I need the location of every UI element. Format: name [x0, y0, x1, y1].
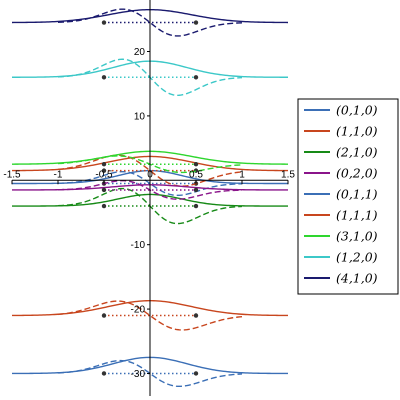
turning-point-marker — [193, 313, 199, 318]
legend-label: (2,1,0) — [336, 145, 378, 160]
legend-label: (4,1,0) — [336, 271, 378, 286]
series-dashed-line — [57, 300, 243, 331]
turning-point-marker — [101, 371, 107, 376]
turning-point-marker — [101, 168, 107, 173]
turning-point-marker — [101, 75, 107, 80]
turning-point-marker — [193, 371, 199, 376]
series-dashed-line — [57, 154, 243, 187]
turning-point-marker — [193, 203, 199, 209]
y-tick-label: -30 — [131, 369, 146, 380]
x-tick-label: 1.5 — [281, 169, 295, 180]
legend-label: (0,1,0) — [336, 103, 378, 118]
turning-point-marker — [101, 313, 107, 318]
turning-point-marker — [101, 187, 107, 193]
y-tick-label: 10 — [134, 111, 146, 122]
x-tick-label: -1 — [54, 169, 63, 180]
y-tick-label: -10 — [131, 240, 146, 251]
x-tick-label: -1.5 — [3, 169, 21, 180]
x-tick-label: -0.5 — [95, 169, 113, 180]
legend-label: (3,1,0) — [336, 229, 378, 244]
turning-point-marker — [193, 75, 199, 80]
x-tick-label: 0.5 — [189, 169, 203, 180]
legend-label: (1,1,0) — [336, 124, 378, 139]
y-tick-label: 20 — [134, 47, 146, 58]
x-tick-label: 1 — [239, 169, 245, 180]
legend: (0,1,0) (1,1,0) (2,1,0) (0,2,0) (0,1,1) (1,1,… — [297, 98, 399, 295]
series-dashed-line — [57, 359, 243, 388]
series-dashed-line — [57, 8, 243, 37]
turning-point-marker — [193, 187, 199, 193]
legend-label: (0,2,0) — [336, 166, 378, 181]
x-tick-label: 0 — [147, 169, 153, 180]
axes: -1.5 -1 -0.5 0 0.5 1 1.5 20 10 -10 -20 -30 — [3, 0, 295, 396]
legend-label: (1,1,1) — [336, 208, 378, 223]
turning-point-marker — [193, 20, 199, 25]
turning-point-marker — [193, 161, 199, 167]
legend-label: (0,1,1) — [336, 187, 378, 202]
turning-point-marker — [101, 20, 107, 25]
turning-point-marker — [101, 203, 107, 209]
y-tick-label: -20 — [131, 305, 146, 316]
legend-label: (1,2,0) — [336, 250, 378, 265]
turning-point-marker — [101, 161, 107, 167]
